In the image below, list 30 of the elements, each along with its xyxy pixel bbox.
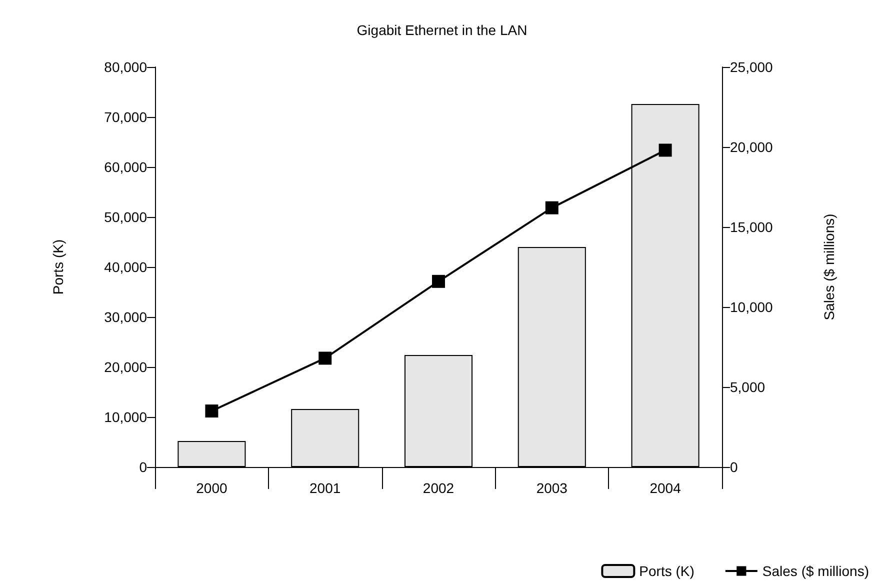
y-tick-label: 70,000	[104, 109, 148, 125]
x-tick-label: 2000	[196, 480, 228, 496]
x-tick-label: 2002	[422, 480, 454, 496]
y-tick-label: 20,000	[104, 359, 148, 375]
y2-axis-title: Sales ($ millions)	[821, 214, 837, 320]
point	[545, 201, 558, 214]
y2-tick-label: 0	[730, 459, 738, 475]
y2-tick-label: 15,000	[730, 219, 774, 235]
legend-label: Sales ($ millions)	[762, 563, 870, 579]
point	[658, 144, 672, 157]
x-tick-label: 2001	[310, 480, 341, 496]
y-tick-label: 60,000	[104, 159, 148, 175]
chart-title: Gigabit Ethernet in the LAN	[356, 22, 528, 38]
y-tick-label: 30,000	[104, 309, 148, 325]
y-axis-title: Ports (K)	[50, 239, 66, 295]
y2-tick-label: 5,000	[730, 379, 766, 395]
point	[318, 352, 332, 365]
y2-tick-label: 10,000	[730, 299, 774, 315]
y2-tick-label: 25,000	[730, 59, 774, 75]
point	[205, 404, 218, 418]
point	[432, 274, 445, 288]
legend-label: Ports (K)	[639, 563, 694, 579]
y-tick-label: 0	[139, 459, 148, 475]
x-tick-label: 2003	[536, 480, 568, 496]
y-tick-label: 50,000	[104, 209, 148, 225]
y-tick-label: 80,000	[104, 59, 148, 75]
x-tick-label: 2004	[650, 480, 682, 496]
y2-tick-label: 20,000	[730, 139, 774, 155]
y-tick-label: 10,000	[104, 409, 148, 425]
y-tick-label: 40,000	[104, 259, 148, 275]
